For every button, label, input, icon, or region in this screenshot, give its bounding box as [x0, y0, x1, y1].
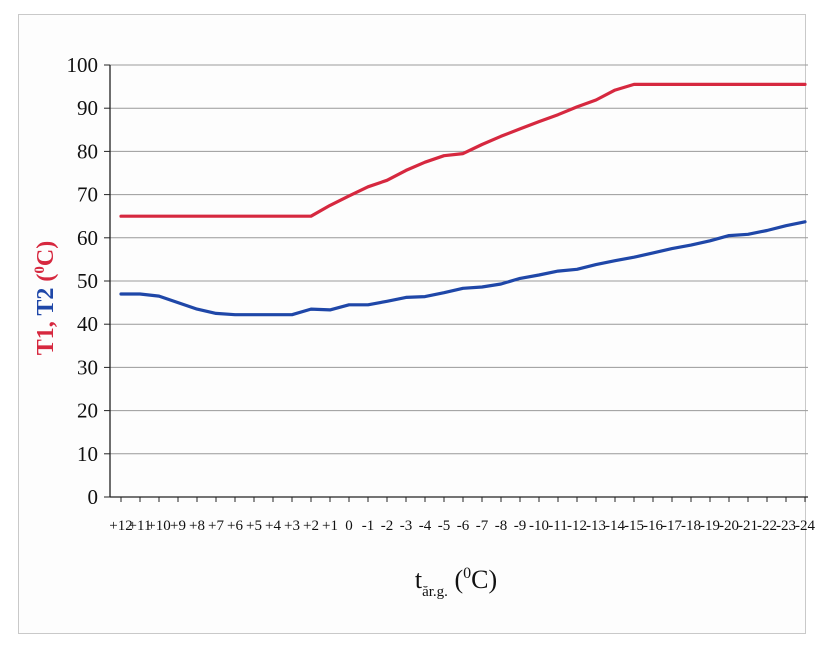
- x-label-main: t: [415, 565, 423, 594]
- x-tick-label: -18: [681, 518, 701, 534]
- x-tick-label: -9: [514, 518, 527, 534]
- gridlines: [104, 64, 808, 498]
- x-axis-label: tăr.g. (0C): [415, 565, 497, 600]
- y-label-unit: C): [33, 241, 59, 266]
- x-label-open: (: [448, 565, 463, 594]
- x-tick-label: +11: [129, 518, 152, 534]
- x-label-unit: C): [471, 565, 497, 594]
- series-line-t1: [119, 82, 807, 218]
- x-tick-label: -11: [548, 518, 567, 534]
- y-label-sup: 0: [32, 266, 48, 274]
- y-tick-label-30: 30: [77, 355, 98, 379]
- y-tick-label-60: 60: [77, 226, 98, 250]
- x-tick-label: -6: [457, 518, 470, 534]
- x-tick-label: -19: [700, 518, 720, 534]
- x-tick-label: 0: [345, 518, 353, 534]
- x-tick-label: -24: [795, 518, 815, 534]
- y-tick-label-100: 100: [67, 53, 99, 77]
- x-tick-label: -2: [381, 518, 394, 534]
- x-tick-label: -17: [662, 518, 682, 534]
- x-tick-label: +8: [189, 518, 205, 534]
- x-tick-label: +7: [208, 518, 224, 534]
- x-tick-label: -16: [643, 518, 663, 534]
- y-tick-label-70: 70: [77, 183, 98, 207]
- x-tick-label: +6: [227, 518, 243, 534]
- x-tick-label: -7: [476, 518, 489, 534]
- y-label-open: (: [33, 274, 59, 288]
- x-tick-label: -20: [719, 518, 739, 534]
- y-axis-label: T1, T2 (0C): [32, 241, 59, 355]
- x-tick-label: -13: [586, 518, 606, 534]
- x-label-sub: ăr.g.: [422, 584, 448, 600]
- y-label-t2: T2: [33, 288, 59, 316]
- x-tick-labels: +12+11+10 +9 +8 +7 +6 +5 +4 +3 +2 +1 0 -1 -2 -3 -4 -5 -6…: [109, 518, 815, 534]
- x-label-sup: 0: [463, 565, 471, 582]
- y-tick-label-80: 80: [77, 139, 98, 163]
- x-tick-label: +2: [303, 518, 319, 534]
- x-tick-label: -5: [438, 518, 451, 534]
- x-tick-label: +10: [147, 518, 170, 534]
- y-tick-label-50: 50: [77, 269, 98, 293]
- x-tick-label: -14: [605, 518, 625, 534]
- y-tick-label-90: 90: [77, 96, 98, 120]
- x-tick-label: -23: [776, 518, 796, 534]
- y-tick-label-20: 20: [77, 399, 98, 423]
- axes: [109, 65, 808, 502]
- y-tick-label-10: 10: [77, 442, 98, 466]
- x-tick-label: +3: [284, 518, 300, 534]
- x-tick-label: -3: [400, 518, 413, 534]
- x-tick-label: +4: [265, 518, 281, 534]
- x-tick-label: -22: [757, 518, 777, 534]
- y-tick-label-40: 40: [77, 312, 98, 336]
- x-tick-label: -15: [624, 518, 644, 534]
- series-lines: [119, 82, 807, 317]
- y-label-t1: T1,: [33, 321, 59, 355]
- x-tick-label: +9: [170, 518, 186, 534]
- x-tick-label: +5: [246, 518, 262, 534]
- x-tick-label: -1: [362, 518, 375, 534]
- x-tick-label: +12: [109, 518, 132, 534]
- x-tick-label: +1: [322, 518, 338, 534]
- y-tick-labels: 0 10 20 30 40 50 60 70 80 90 100: [67, 53, 99, 509]
- y-tick-label-0: 0: [88, 485, 99, 509]
- series-line-t2: [119, 220, 807, 317]
- x-tick-label: -10: [529, 518, 549, 534]
- x-tick-label: -4: [419, 518, 432, 534]
- x-tick-label: -21: [738, 518, 758, 534]
- x-tick-label: -8: [495, 518, 508, 534]
- x-tick-label: -12: [567, 518, 587, 534]
